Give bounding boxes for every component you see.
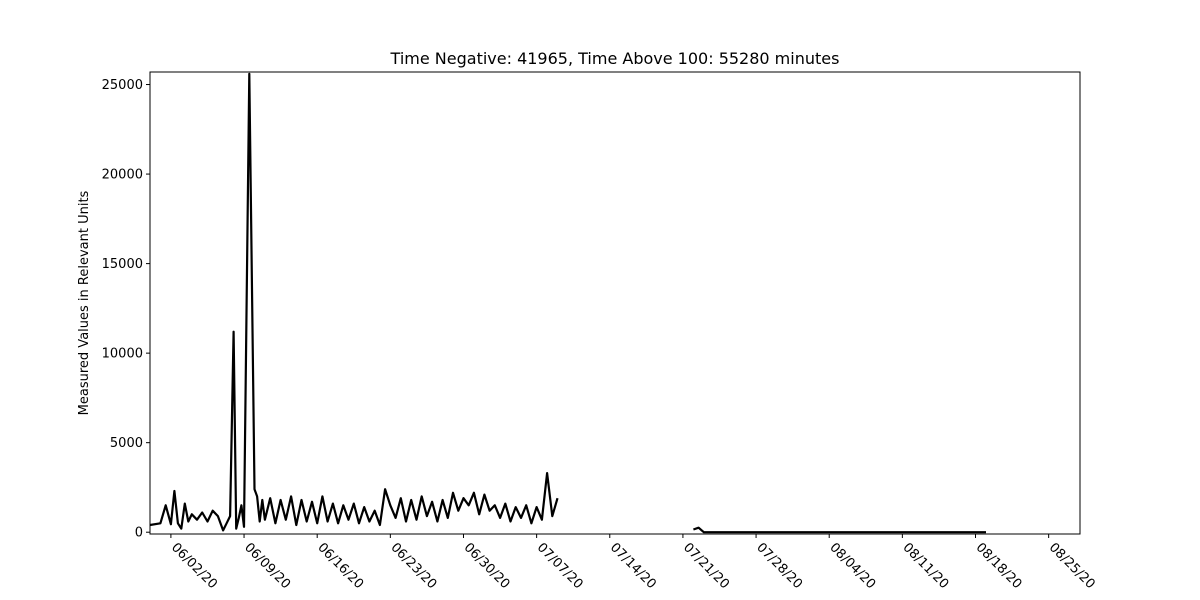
x-tick-label: 06/16/20 (314, 540, 366, 592)
y-axis: 0 5000 10000 15000 20000 25000 (102, 78, 150, 541)
x-tick-label: 06/30/20 (461, 540, 513, 592)
y-tick-label: 10000 (102, 347, 143, 362)
plot-frame (149, 71, 1081, 535)
x-axis: 06/02/20 06/09/20 06/16/20 06/23/20 06/30/20… (168, 534, 1098, 592)
series-line-1 (149, 72, 559, 532)
series-line-2 (693, 526, 986, 534)
y-tick-label: 0 (135, 526, 143, 541)
x-tick-label: 08/04/20 (826, 540, 878, 592)
y-tick-label: 25000 (102, 78, 143, 93)
y-axis-label: Measured Values in Relevant Units (77, 190, 92, 415)
x-tick-label: 06/09/20 (241, 540, 293, 592)
x-tick-label: 08/11/20 (900, 540, 952, 592)
chart-title: Time Negative: 41965, Time Above 100: 55… (390, 49, 840, 68)
y-tick-label: 5000 (110, 436, 143, 451)
x-tick-label: 08/18/20 (973, 540, 1025, 592)
x-tick-label: 06/23/20 (387, 540, 439, 592)
y-tick-label: 20000 (102, 168, 143, 183)
x-tick-label: 08/25/20 (1046, 540, 1098, 592)
x-tick-label: 07/21/20 (680, 540, 732, 592)
x-tick-label: 07/14/20 (607, 540, 659, 592)
x-tick-label: 07/28/20 (753, 540, 805, 592)
y-tick-label: 15000 (102, 257, 143, 272)
x-tick-label: 07/07/20 (534, 540, 586, 592)
x-tick-label: 06/02/20 (168, 540, 220, 592)
plot-area (149, 72, 986, 534)
